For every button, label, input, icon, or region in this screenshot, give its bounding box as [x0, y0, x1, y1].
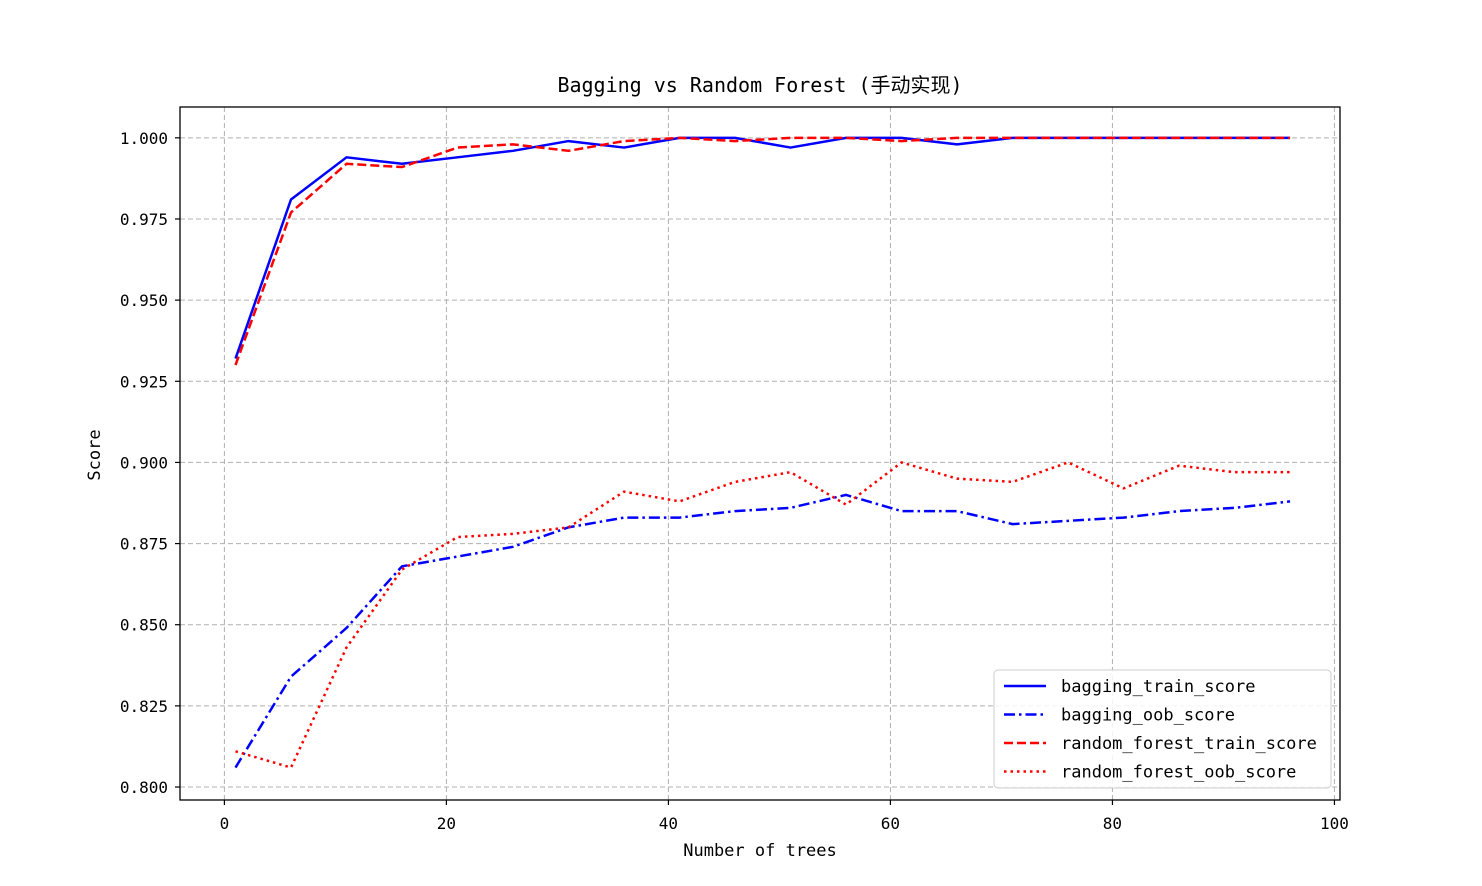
- x-tick-label: 60: [881, 814, 900, 833]
- y-tick-label: 0.950: [120, 291, 168, 310]
- y-tick-label: 0.900: [120, 453, 168, 472]
- series-line-random-forest-train-score: [234, 136, 1291, 366]
- x-axis-label: Number of trees: [683, 841, 837, 861]
- x-tick-label: 100: [1320, 814, 1349, 833]
- y-tick-label: 0.850: [120, 616, 168, 635]
- series-lines: [234, 136, 1291, 769]
- legend-box: [993, 669, 1332, 789]
- x-tick-label: 0: [220, 814, 230, 833]
- x-tick-label: 20: [437, 814, 456, 833]
- legend-label: bagging_train_score: [1061, 677, 1255, 697]
- x-tick-label: 80: [1103, 814, 1122, 833]
- plot-frame: [179, 106, 1341, 801]
- series-line-bagging-train-score: [234, 136, 1291, 359]
- legend-label: random_forest_train_score: [1061, 734, 1317, 754]
- legend: bagging_train_score bagging_oob_scorerand…: [993, 669, 1332, 789]
- y-tick-label: 0.925: [120, 372, 168, 391]
- series-line-bagging-oob-score: [234, 493, 1291, 769]
- legend-label: random_forest_oob_score: [1061, 763, 1296, 783]
- legend-label: bagging_oob_score: [1061, 706, 1235, 726]
- y-tick-label: 0.800: [120, 778, 168, 797]
- grid: [180, 107, 1340, 800]
- chart-title: Bagging vs Random Forest (手动实现): [557, 73, 962, 97]
- y-tick-label: 0.975: [120, 210, 168, 229]
- y-axis-label: Score: [85, 429, 105, 480]
- axis-ticks: 0 20 40 60 80 100 0.800 0.825 0.850 0.875 0.900 0.9…: [120, 129, 1349, 833]
- series-line-random-forest-oob-score: [235, 461, 1291, 769]
- y-tick-label: 0.825: [120, 697, 168, 716]
- y-tick-label: 1.000: [120, 129, 168, 148]
- x-tick-label: 40: [659, 814, 678, 833]
- y-tick-label: 0.875: [120, 535, 168, 554]
